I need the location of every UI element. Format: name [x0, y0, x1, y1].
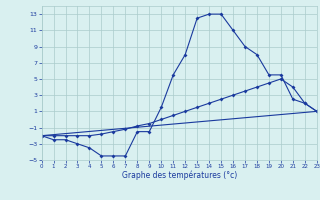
X-axis label: Graphe des températures (°c): Graphe des températures (°c) [122, 171, 237, 180]
